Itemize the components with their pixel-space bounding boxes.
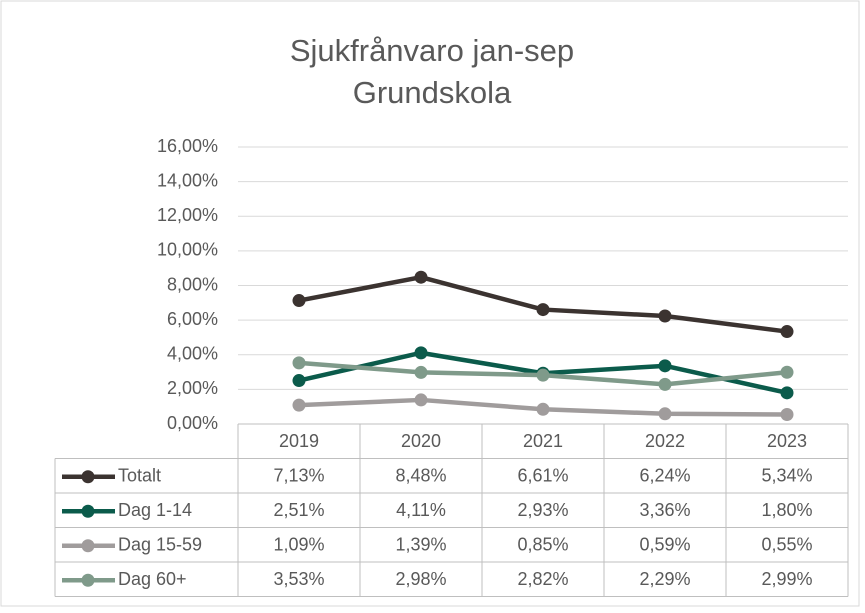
data-point bbox=[536, 402, 550, 416]
x-tick-label: 2023 bbox=[767, 431, 807, 451]
data-point bbox=[292, 294, 306, 308]
data-label: 7,13% bbox=[273, 466, 324, 486]
data-point bbox=[414, 393, 428, 407]
data-label: 3,36% bbox=[639, 500, 690, 520]
data-label: 2,51% bbox=[273, 500, 324, 520]
data-label: 6,61% bbox=[517, 466, 568, 486]
x-tick-label: 2022 bbox=[645, 431, 685, 451]
data-label: 2,82% bbox=[517, 569, 568, 589]
x-tick-label: 2020 bbox=[401, 431, 441, 451]
data-label: 5,34% bbox=[761, 466, 812, 486]
data-point bbox=[536, 303, 550, 317]
legend-key-marker bbox=[81, 504, 95, 518]
data-label: 1,39% bbox=[395, 535, 446, 555]
y-tick-label: 2,00% bbox=[167, 378, 218, 398]
data-point bbox=[658, 309, 672, 323]
data-label: 6,24% bbox=[639, 466, 690, 486]
data-point bbox=[780, 325, 794, 339]
y-tick-label: 8,00% bbox=[167, 274, 218, 294]
data-label: 3,53% bbox=[273, 569, 324, 589]
data-label: 1,09% bbox=[273, 535, 324, 555]
x-tick-label: 2019 bbox=[279, 431, 319, 451]
data-label: 0,59% bbox=[639, 535, 690, 555]
data-point bbox=[292, 356, 306, 370]
data-point bbox=[780, 365, 794, 379]
legend-label: Dag 1-14 bbox=[118, 500, 192, 520]
y-tick-label: 12,00% bbox=[157, 205, 218, 225]
legend-key-marker bbox=[81, 573, 95, 587]
data-point bbox=[292, 374, 306, 388]
y-tick-label: 4,00% bbox=[167, 344, 218, 364]
data-label: 4,11% bbox=[396, 500, 446, 520]
legend-label: Dag 15-59 bbox=[118, 535, 202, 555]
data-point bbox=[658, 407, 672, 421]
legend-label: Totalt bbox=[118, 466, 161, 486]
data-point bbox=[780, 407, 794, 421]
legend-label: Dag 60+ bbox=[118, 569, 187, 589]
y-tick-label: 6,00% bbox=[167, 309, 218, 329]
data-point bbox=[414, 365, 428, 379]
data-point bbox=[292, 398, 306, 412]
data-label: 2,93% bbox=[517, 500, 568, 520]
y-tick-label: 10,00% bbox=[157, 240, 218, 260]
data-label: 2,99% bbox=[761, 569, 812, 589]
chart-title: Grundskola bbox=[353, 75, 512, 110]
data-point bbox=[658, 377, 672, 391]
legend-key-marker bbox=[81, 539, 95, 553]
data-point bbox=[414, 270, 428, 284]
y-tick-label: 0,00% bbox=[167, 413, 218, 433]
data-label: 2,98% bbox=[395, 569, 446, 589]
data-point bbox=[780, 386, 794, 400]
data-point bbox=[658, 359, 672, 373]
y-tick-label: 14,00% bbox=[157, 170, 218, 190]
data-label: 1,80% bbox=[761, 500, 812, 520]
data-point bbox=[536, 368, 550, 382]
x-tick-label: 2021 bbox=[523, 431, 563, 451]
y-tick-label: 16,00% bbox=[157, 136, 218, 156]
legend-key-marker bbox=[81, 470, 95, 484]
data-label: 2,29% bbox=[639, 569, 690, 589]
data-label: 0,55% bbox=[761, 535, 812, 555]
data-label: 8,48% bbox=[395, 466, 446, 486]
data-point bbox=[414, 346, 428, 360]
data-label: 0,85% bbox=[517, 535, 568, 555]
chart-title: Sjukfrånvaro jan-sep bbox=[290, 33, 574, 68]
